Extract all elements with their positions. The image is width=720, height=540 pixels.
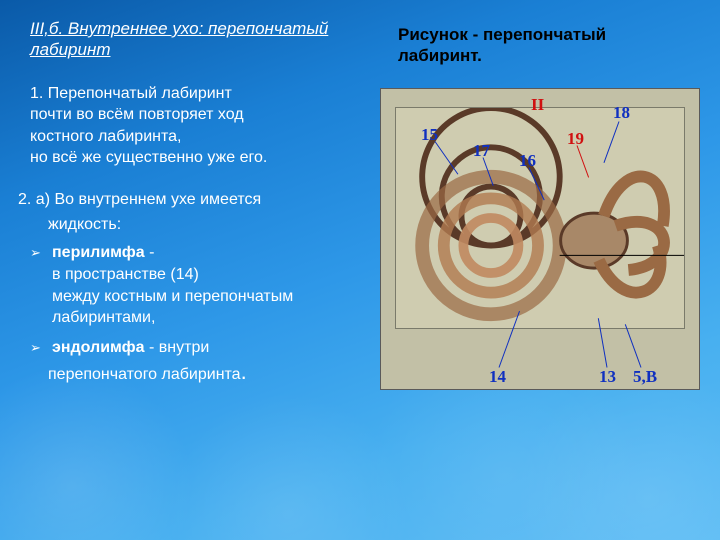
- caption-l2: лабиринт.: [398, 46, 482, 65]
- heading: III,б. Внутреннее ухо: перепончатый лаби…: [30, 18, 370, 61]
- para1-line2: почти во всём повторяет ход: [30, 106, 244, 123]
- perilymph-l2: в пространстве (14): [52, 266, 199, 283]
- label-14: 14: [489, 367, 506, 387]
- label-5b: 5,В: [633, 367, 657, 387]
- bullet-perilymph: ➢ перилимфа - в пространстве (14) между …: [30, 242, 370, 328]
- para1-line3: костного лабиринта,: [30, 128, 181, 145]
- slide: III,б. Внутреннее ухо: перепончатый лаби…: [0, 0, 720, 540]
- big-period: .: [241, 359, 247, 384]
- paragraph-2: 2. а) Во внутреннем ухе имеется: [18, 189, 370, 211]
- figure: II 15 17 16 18 19 14 13 5,В: [380, 88, 700, 390]
- perilymph-dash: -: [145, 244, 155, 261]
- figure-caption: Рисунок - перепончатый лабиринт.: [398, 24, 658, 67]
- figure-inner: [395, 107, 685, 329]
- paragraph-1: 1. Перепончатый лабиринт почти во всём п…: [30, 83, 370, 169]
- label-18: 18: [613, 103, 630, 123]
- para1-line4: но всё же существенно уже его.: [30, 149, 267, 166]
- perilymph-l3: между костным и перепончатым: [52, 288, 293, 305]
- bullet-endolymph: ➢ эндолимфа - внутри: [30, 337, 370, 359]
- fluid-word: жидкость:: [48, 216, 370, 234]
- left-column: III,б. Внутреннее ухо: перепончатый лаби…: [30, 18, 370, 384]
- labyrinth-svg: [396, 108, 684, 328]
- label-16: 16: [519, 151, 536, 171]
- bullet-marker-icon: ➢: [30, 339, 41, 357]
- perilymph-term: перилимфа: [52, 244, 145, 261]
- label-13: 13: [599, 367, 616, 387]
- leader-5b: [625, 324, 642, 368]
- label-19: 19: [567, 129, 584, 149]
- para1-line1: 1. Перепончатый лабиринт: [30, 85, 232, 102]
- endolymph-term: эндолимфа: [52, 339, 145, 356]
- bullet-marker-icon: ➢: [30, 244, 41, 262]
- label-roman: II: [531, 95, 544, 115]
- label-17: 17: [473, 141, 490, 161]
- endolymph-rest: - внутри: [145, 339, 210, 356]
- caption-l1: Рисунок - перепончатый: [398, 25, 606, 44]
- last-line: перепончатого лабиринта.: [48, 366, 370, 384]
- lastline-text: перепончатого лабиринта: [48, 366, 241, 383]
- perilymph-l4: лабиринтами,: [52, 309, 155, 326]
